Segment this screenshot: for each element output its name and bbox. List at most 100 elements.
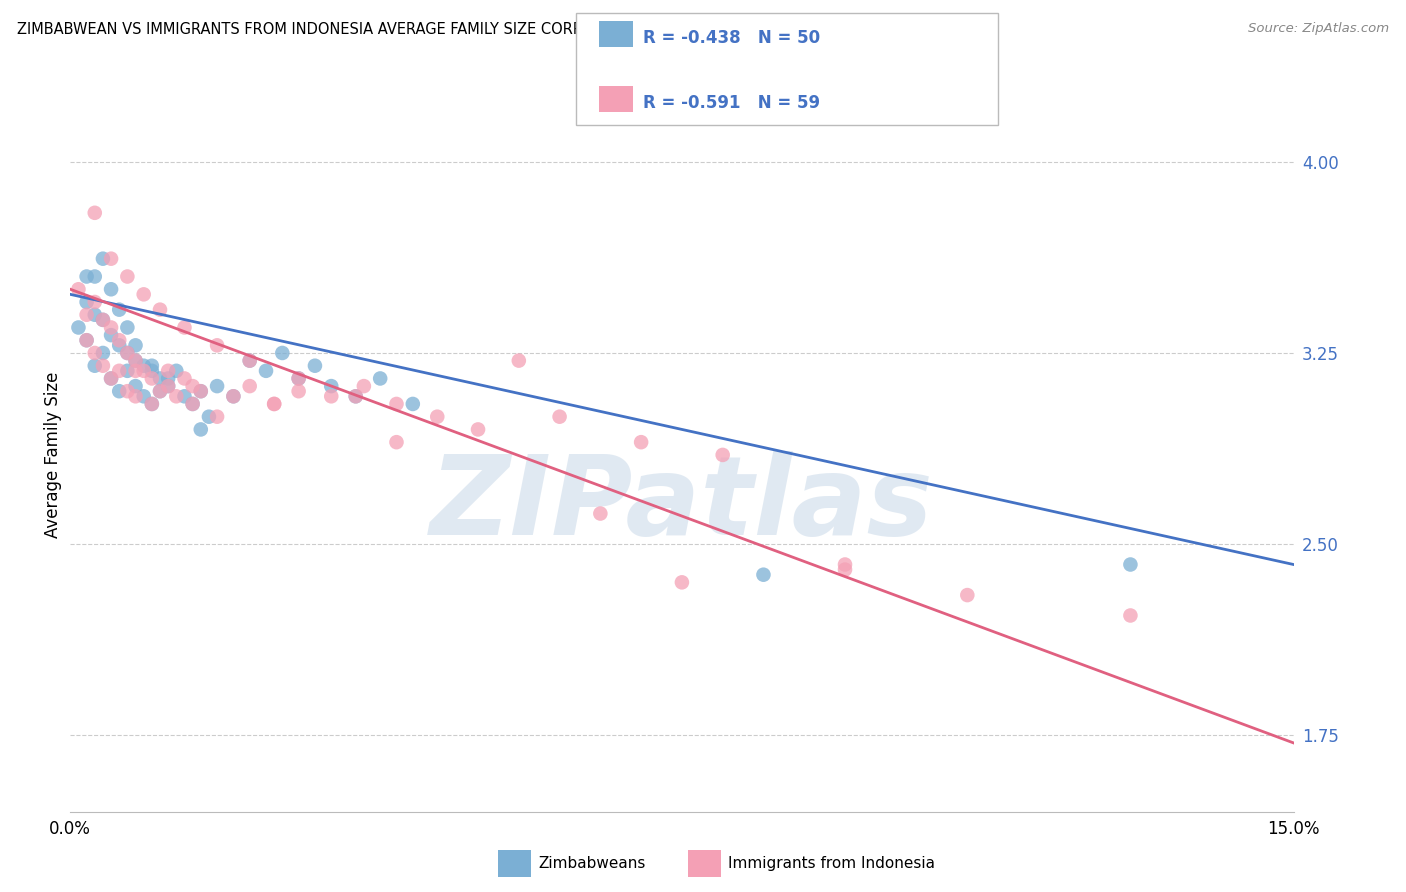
Point <box>91 313 114 327</box>
Point <box>124 379 146 393</box>
Point <box>124 364 146 378</box>
Point <box>132 287 155 301</box>
Point <box>173 371 195 385</box>
Point <box>181 397 204 411</box>
Point <box>190 422 212 436</box>
Point <box>222 389 245 403</box>
Point <box>752 567 775 582</box>
Point <box>76 308 98 322</box>
Text: R = -0.591   N = 59: R = -0.591 N = 59 <box>643 94 820 112</box>
Point <box>117 320 139 334</box>
Point <box>76 333 98 347</box>
Point <box>108 384 131 399</box>
Point <box>117 346 139 360</box>
Point <box>548 409 571 424</box>
Point <box>198 409 221 424</box>
Point <box>83 346 105 360</box>
Point <box>173 320 195 334</box>
Point <box>956 588 979 602</box>
Point <box>254 364 277 378</box>
Point <box>426 409 449 424</box>
Point <box>190 384 212 399</box>
Text: Immigrants from Indonesia: Immigrants from Indonesia <box>728 856 935 871</box>
Point <box>157 379 180 393</box>
Point <box>91 313 114 327</box>
Point <box>83 308 105 322</box>
Point <box>181 397 204 411</box>
Point <box>141 359 163 373</box>
Point <box>239 353 262 368</box>
Point <box>287 371 309 385</box>
Point <box>263 397 285 411</box>
Point <box>165 389 187 403</box>
Point <box>141 397 163 411</box>
Point <box>157 364 180 378</box>
Point <box>100 328 122 343</box>
Point <box>321 389 343 403</box>
Point <box>205 379 228 393</box>
Point <box>368 371 391 385</box>
Text: Zimbabweans: Zimbabweans <box>538 856 645 871</box>
Point <box>239 353 262 368</box>
Point <box>76 333 98 347</box>
Point <box>91 346 114 360</box>
Point <box>124 389 146 403</box>
Point <box>165 364 187 378</box>
Point <box>141 371 163 385</box>
Point <box>108 302 131 317</box>
Point <box>630 435 652 450</box>
Point <box>117 364 139 378</box>
Point <box>67 320 90 334</box>
Point <box>117 269 139 284</box>
Point <box>353 379 375 393</box>
Point <box>173 389 195 403</box>
Point <box>149 384 172 399</box>
Point <box>508 353 530 368</box>
Point <box>100 282 122 296</box>
Point <box>149 371 172 385</box>
Point <box>76 269 98 284</box>
Point <box>132 389 155 403</box>
Point <box>385 435 408 450</box>
Text: ZIPatlas: ZIPatlas <box>430 451 934 558</box>
Point <box>141 364 163 378</box>
Point <box>671 575 693 590</box>
Point <box>83 295 105 310</box>
Point <box>100 252 122 266</box>
Point <box>91 252 114 266</box>
Point <box>467 422 489 436</box>
Point <box>1119 558 1142 572</box>
Point <box>304 359 326 373</box>
Point <box>222 389 245 403</box>
Point <box>132 364 155 378</box>
Point <box>834 558 856 572</box>
Point <box>181 379 204 393</box>
Point <box>117 384 139 399</box>
Point <box>287 371 309 385</box>
Point <box>205 409 228 424</box>
Point <box>100 371 122 385</box>
Point <box>1119 608 1142 623</box>
Point <box>108 333 131 347</box>
Text: R = -0.438   N = 50: R = -0.438 N = 50 <box>643 29 820 46</box>
Point <box>271 346 294 360</box>
Point <box>205 338 228 352</box>
Point <box>402 397 425 411</box>
Point <box>132 359 155 373</box>
Point <box>711 448 734 462</box>
Y-axis label: Average Family Size: Average Family Size <box>44 372 62 538</box>
Point <box>263 397 285 411</box>
Point <box>100 371 122 385</box>
Point <box>834 563 856 577</box>
Point <box>190 384 212 399</box>
Point <box>83 269 105 284</box>
Point <box>157 379 180 393</box>
Point <box>149 302 172 317</box>
Point <box>124 353 146 368</box>
Point <box>344 389 367 403</box>
Point <box>91 359 114 373</box>
Point <box>124 353 146 368</box>
Point <box>321 379 343 393</box>
Point <box>108 338 131 352</box>
Point <box>124 338 146 352</box>
